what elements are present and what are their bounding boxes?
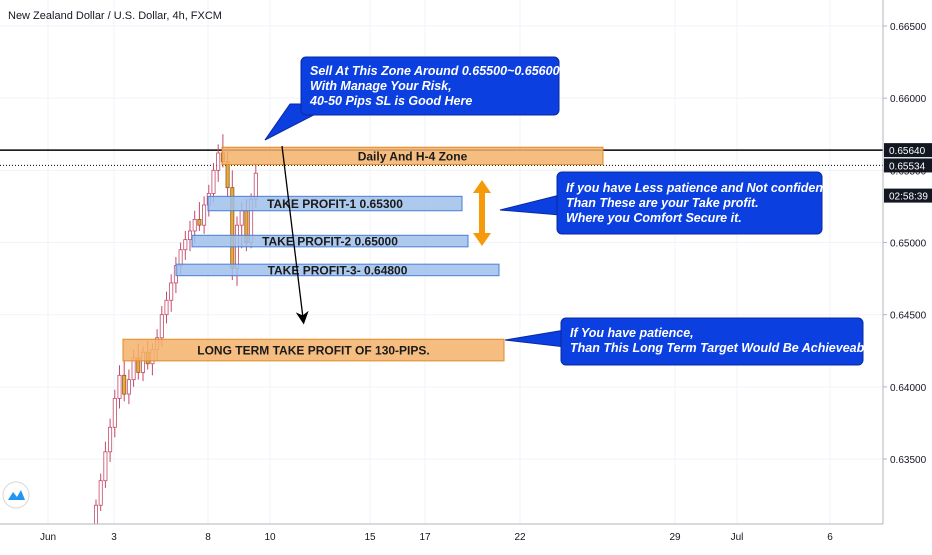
- candle-6: [122, 360, 127, 402]
- x-tick-8: Jul: [731, 532, 744, 543]
- x-tick-4: 15: [364, 532, 376, 543]
- candle-7: [126, 369, 131, 405]
- candle-25: [211, 163, 216, 203]
- zones[interactable]: Daily And H-4 Zone TAKE PROFIT-1 0.65300 T…: [122, 146, 604, 362]
- price-axis[interactable]: 0.665000.660000.655000.650000.645000.640…: [882, 0, 932, 524]
- y-tick-5: 0.64000: [890, 383, 927, 394]
- candle-29: [230, 170, 235, 281]
- callout-tp-line-3: Where you Comfort Secure it.: [566, 211, 742, 225]
- x-tick-7: 29: [669, 532, 681, 543]
- zone-1[interactable]: TAKE PROFIT-1 0.65300: [207, 195, 463, 212]
- zone-0[interactable]: Daily And H-4 Zone: [221, 146, 604, 166]
- zone-label-3: TAKE PROFIT-3- 0.64800: [268, 263, 408, 277]
- y-tick-4: 0.64500: [890, 311, 927, 322]
- zone-label-2: TAKE PROFIT-2 0.65000: [262, 235, 398, 249]
- callout-sell-line-2: With Manage Your Risk,: [310, 79, 452, 93]
- time-axis[interactable]: Jun 3 8 10 15 17 22 29 Jul 6: [0, 523, 932, 550]
- callout-sell-zone[interactable]: Sell At This Zone Around 0.65500~0.65600…: [264, 56, 563, 141]
- candle-19: [183, 230, 188, 260]
- zone-label-4: LONG TERM TAKE PROFIT OF 130-PIPS.: [197, 344, 429, 358]
- candle-2: [103, 441, 108, 488]
- candle-26: [216, 144, 221, 182]
- candle-1: [98, 473, 103, 512]
- zone-2[interactable]: TAKE PROFIT-2 0.65000: [191, 235, 469, 249]
- x-tick-5: 17: [419, 532, 431, 543]
- candle-3: [108, 418, 113, 462]
- downward-arrow: [281, 145, 309, 325]
- price-tag-2: 02:58:39: [884, 188, 932, 203]
- y-tick-0: 0.66500: [890, 22, 927, 33]
- callout-long-term[interactable]: If You have patience, Than This Long Ter…: [504, 317, 878, 366]
- callout-tp-line-1: If you have Less patience and Not confid…: [566, 181, 831, 195]
- candle-20: [187, 220, 192, 252]
- candle-4: [112, 389, 117, 438]
- callout-take-profit[interactable]: If you have Less patience and Not confid…: [499, 171, 831, 235]
- zone-4[interactable]: LONG TERM TAKE PROFIT OF 130-PIPS.: [122, 338, 505, 362]
- callout-long-line-2: Than This Long Term Target Would Be Achi…: [570, 341, 878, 355]
- callout-sell-line-3: 40-50 Pips SL is Good Here: [309, 94, 472, 108]
- zone-3[interactable]: TAKE PROFIT-3- 0.64800: [175, 263, 500, 277]
- tradingview-logo-icon[interactable]: [2, 481, 30, 509]
- zone-label-1: TAKE PROFIT-1 0.65300: [267, 197, 403, 211]
- candle-5: [117, 365, 122, 409]
- y-tick-6: 0.63500: [890, 455, 927, 466]
- svg-text:0.65640: 0.65640: [889, 146, 926, 157]
- candle-15: [164, 291, 169, 324]
- callout-sell-line-1: Sell At This Zone Around 0.65500~0.65600…: [310, 64, 563, 78]
- range-double-arrow: [473, 180, 491, 246]
- svg-text:02:58:39: 02:58:39: [889, 192, 928, 203]
- callout-tp-line-2: Than These are your Take profit.: [566, 196, 759, 210]
- y-tick-3: 0.65000: [890, 239, 927, 250]
- x-tick-1: 3: [111, 532, 117, 543]
- chart-title: New Zealand Dollar / U.S. Dollar, 4h, FX…: [8, 10, 222, 22]
- x-tick-9: 6: [827, 532, 833, 543]
- price-tag-1: 0.65534: [884, 158, 932, 173]
- callout-long-line-1: If You have patience,: [570, 326, 694, 340]
- svg-text:0.65534: 0.65534: [889, 161, 926, 172]
- candle-23: [202, 196, 207, 234]
- candle-22: [197, 202, 202, 231]
- x-tick-2: 8: [205, 532, 211, 543]
- y-tick-1: 0.66000: [890, 94, 927, 105]
- x-tick-3: 10: [264, 532, 276, 543]
- zone-label-0: Daily And H-4 Zone: [358, 149, 468, 163]
- x-tick-6: 22: [514, 532, 526, 543]
- candle-series: [94, 134, 258, 530]
- price-tag-0: 0.65640: [884, 143, 932, 158]
- candle-16: [169, 274, 174, 312]
- x-tick-0: Jun: [40, 532, 56, 543]
